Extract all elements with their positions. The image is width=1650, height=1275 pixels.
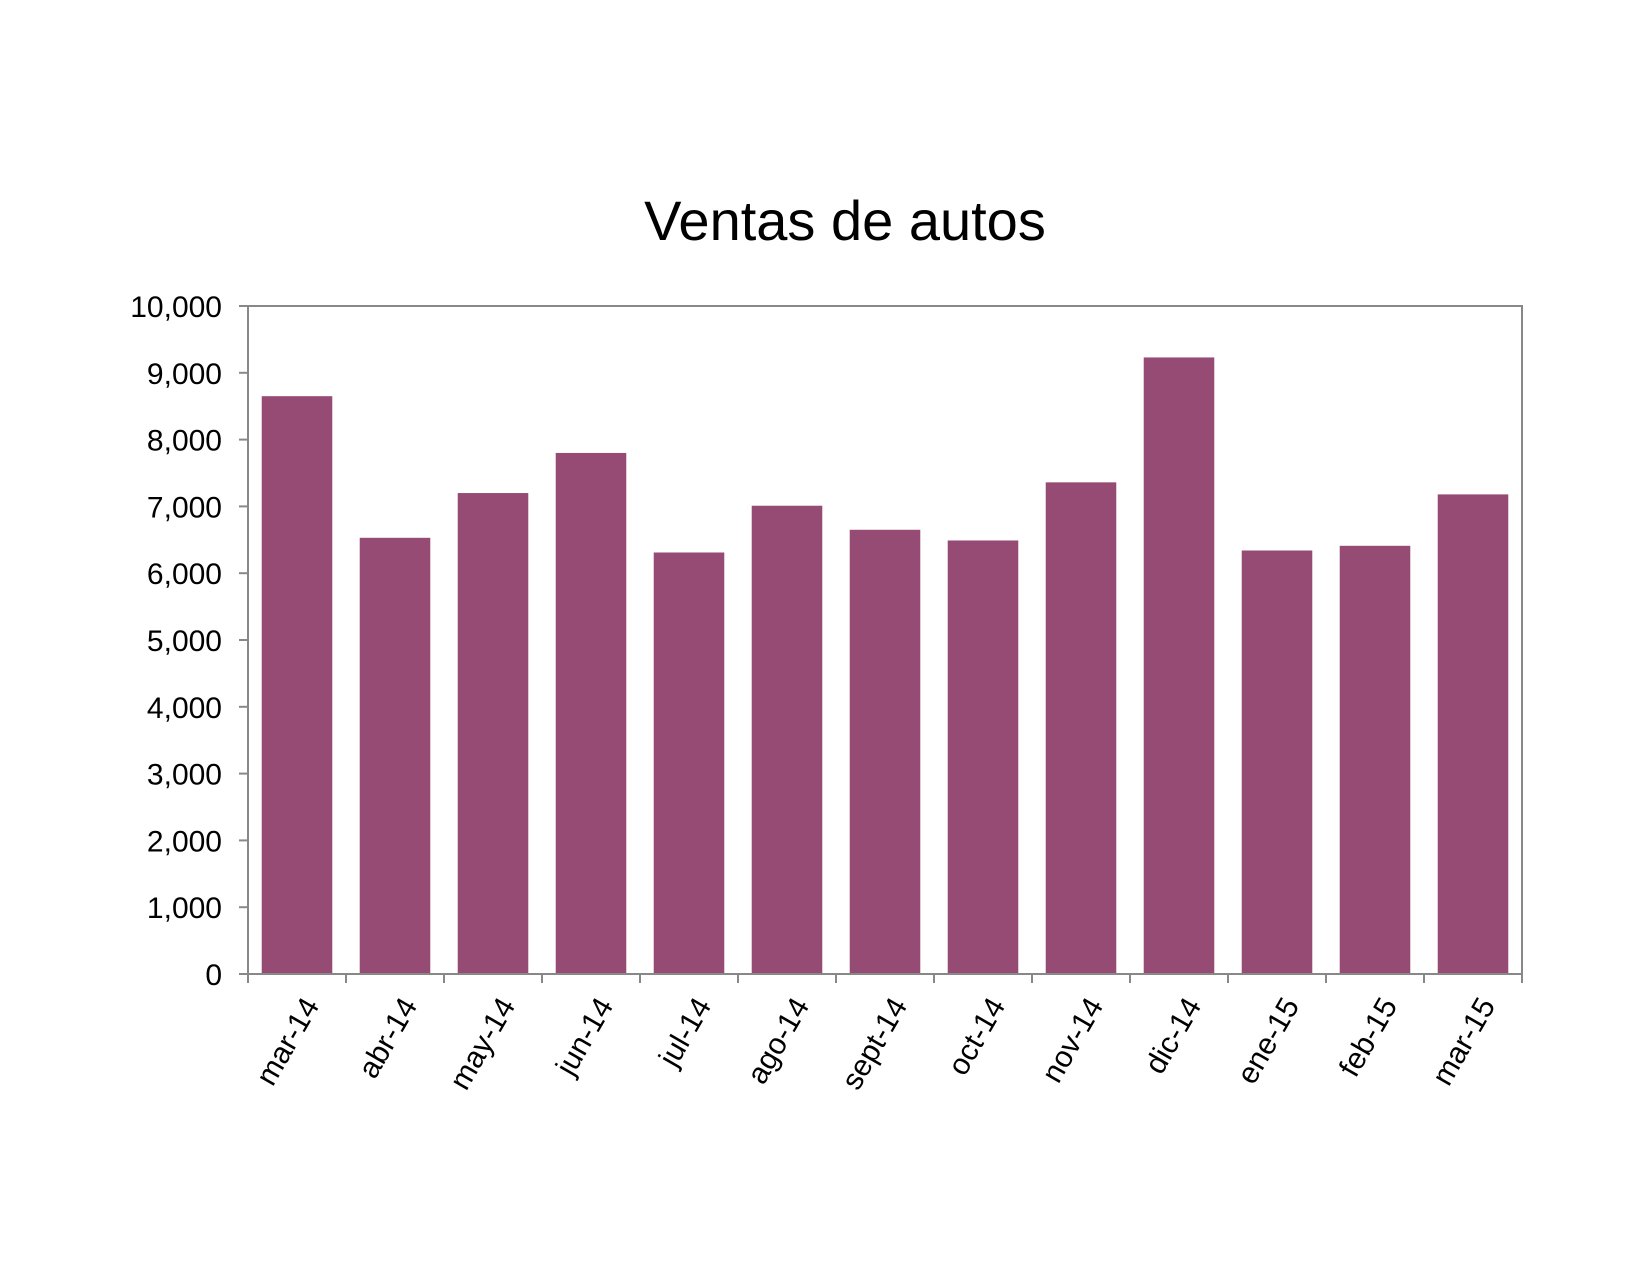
y-tick-label: 7,000 <box>147 491 222 524</box>
chart-title: Ventas de autos <box>644 189 1046 252</box>
y-tick-label: 5,000 <box>147 625 222 658</box>
x-tick-label: nov-14 <box>1036 992 1110 1088</box>
x-tick-label: oct-14 <box>942 992 1012 1081</box>
x-tick-label: feb-15 <box>1333 992 1404 1082</box>
bar-ago-14 <box>751 505 823 974</box>
x-tick-label: sept-14 <box>836 992 915 1095</box>
y-tick-label: 4,000 <box>147 692 222 725</box>
y-tick-label: 0 <box>205 959 222 992</box>
y-axis: 0 1,000 2,000 3,000 4,000 5,000 6,000 7,000 8,00… <box>130 291 249 992</box>
bar-series <box>261 357 1509 975</box>
bar-abr-14 <box>359 537 431 974</box>
x-tick-label: may-14 <box>444 992 523 1095</box>
y-tick-label: 3,000 <box>147 759 222 792</box>
bar-feb-15 <box>1339 545 1411 974</box>
x-axis: mar-14 abr-14 may-14 jun-14 jul-14 ago-14 sept… <box>247 973 1523 1095</box>
bar-ene-15 <box>1241 550 1313 974</box>
x-tick-label: ago-14 <box>741 992 816 1089</box>
bar-oct-14 <box>947 540 1019 974</box>
y-tick-label: 9,000 <box>147 358 222 391</box>
x-tick-label: jul-14 <box>652 992 718 1073</box>
x-tick-label: mar-15 <box>1426 992 1502 1091</box>
bar-mar-15 <box>1437 494 1509 974</box>
y-tick-label: 10,000 <box>130 291 222 324</box>
bar-nov-14 <box>1045 482 1117 974</box>
y-tick-label: 1,000 <box>147 892 222 925</box>
x-tick-label: ene-15 <box>1231 992 1306 1089</box>
bar-mar-14 <box>261 396 333 974</box>
x-tick-label: mar-14 <box>250 992 326 1091</box>
x-tick-label: dic-14 <box>1139 992 1208 1079</box>
y-tick-label: 8,000 <box>147 425 222 458</box>
bar-dic-14 <box>1143 357 1215 974</box>
x-tick-label: jun-14 <box>549 992 620 1082</box>
bar-sept-14 <box>849 529 921 974</box>
y-tick-label: 6,000 <box>147 558 222 591</box>
y-tick-label: 2,000 <box>147 825 222 858</box>
bar-jun-14 <box>555 452 627 975</box>
bar-may-14 <box>457 493 529 974</box>
x-tick-label: abr-14 <box>352 992 424 1084</box>
bar-jul-14 <box>653 552 725 974</box>
